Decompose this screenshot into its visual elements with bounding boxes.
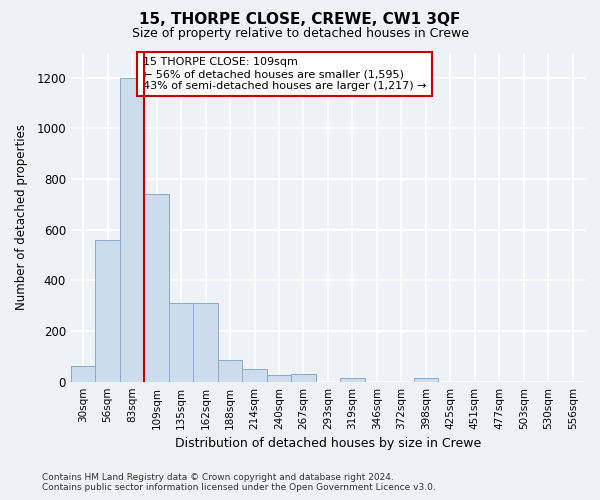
Bar <box>218 360 242 382</box>
X-axis label: Distribution of detached houses by size in Crewe: Distribution of detached houses by size … <box>175 437 481 450</box>
Text: Contains HM Land Registry data © Crown copyright and database right 2024.
Contai: Contains HM Land Registry data © Crown c… <box>42 473 436 492</box>
Bar <box>413 378 438 382</box>
Bar <box>193 303 218 382</box>
Bar <box>291 374 316 382</box>
Bar <box>242 369 267 382</box>
Bar <box>267 376 291 382</box>
Bar <box>95 240 120 382</box>
Bar <box>71 366 95 382</box>
Text: Size of property relative to detached houses in Crewe: Size of property relative to detached ho… <box>131 28 469 40</box>
Text: 15, THORPE CLOSE, CREWE, CW1 3QF: 15, THORPE CLOSE, CREWE, CW1 3QF <box>139 12 461 28</box>
Bar <box>169 303 193 382</box>
Bar <box>120 78 145 382</box>
Bar <box>145 194 169 382</box>
Bar <box>340 378 365 382</box>
Text: 15 THORPE CLOSE: 109sqm
← 56% of detached houses are smaller (1,595)
43% of semi: 15 THORPE CLOSE: 109sqm ← 56% of detache… <box>143 58 427 90</box>
Y-axis label: Number of detached properties: Number of detached properties <box>15 124 28 310</box>
